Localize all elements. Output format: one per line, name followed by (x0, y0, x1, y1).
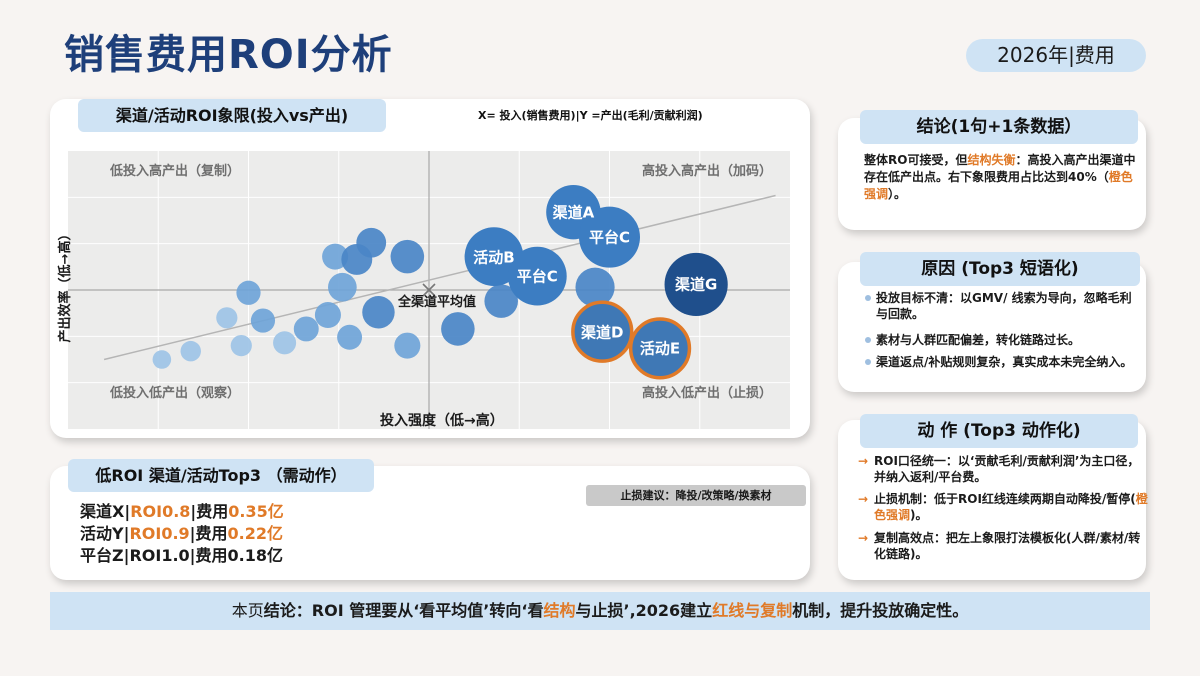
action-text: 止损机制：低于ROI红线连续两期自动降投/暂停( (874, 492, 1136, 506)
data-bubble (441, 312, 475, 346)
data-bubble (152, 350, 172, 369)
year-badge: 2026年|费用 (966, 39, 1146, 72)
action-text: )。 (910, 508, 928, 522)
low-roi-row: 活动Y|ROI0.9|费用0.22亿 (80, 520, 283, 544)
row-fee-label: |费用 (189, 546, 228, 565)
bullet-dot-icon (865, 337, 871, 343)
row-fee-label: |费用 (190, 502, 229, 521)
row-roi: ROI0.9 (129, 524, 190, 543)
action-text: ROI口径统一：以‘贡献毛利/贡献利润’为主口径，并纳入返利/平台费。 (874, 454, 1140, 484)
bubble-label: 活动E (639, 339, 681, 358)
low-roi-row: 渠道X|ROI0.8|费用0.35亿 (80, 498, 284, 522)
data-bubble (394, 332, 421, 359)
data-bubble (250, 308, 276, 333)
data-bubble (575, 267, 615, 307)
action-highlight: 橙色强调 (874, 492, 1148, 522)
reason-item: 投放目标不清：以GMV/ 线索为导向，忽略毛利与回款。 (864, 290, 1140, 322)
action-item: → ROI口径统一：以‘贡献毛利/贡献利润’为主口径，并纳入返利/平台费。 (858, 453, 1148, 485)
data-bubble (356, 227, 387, 258)
quadrant-label-top-right: 高投入高产出（加码） (642, 164, 773, 179)
data-bubble (180, 340, 201, 362)
footer-prefix: 本页 (231, 601, 264, 620)
row-name: 渠道X| (80, 502, 131, 521)
data-bubble (293, 316, 319, 342)
data-bubble (236, 280, 261, 305)
chart-section-tag: 渠道/活动ROI象限(投入vs产出) (78, 99, 386, 132)
bubble-label: 平台C (588, 228, 631, 247)
row-name: 活动Y| (80, 524, 130, 543)
actions-tag: 动 作 (Top3 动作化) (860, 414, 1138, 448)
arrow-right-icon: → (858, 531, 869, 545)
reason-text: 素材与人群匹配偏差，转化链路过长。 (876, 333, 1081, 347)
axis-note: X= 投入(销售费用)|Y =产出(毛利/贡献利润) (478, 109, 703, 122)
data-bubble (328, 272, 357, 302)
conclusion-text-part: ：高投入高产出渠道中存在低产出点。右下象限费用占比达到40%（ (864, 153, 1136, 184)
x-axis-label: 投入强度（低→高） (380, 413, 504, 429)
data-bubble (390, 239, 425, 274)
bullet-dot-icon (865, 295, 871, 301)
footer-highlight: 红线与复制 (712, 601, 793, 620)
highlight-bubble (571, 300, 634, 363)
action-item: → 复制高效点：把左上象限打法模板化(人群/素材/转化链路)。 (858, 530, 1148, 562)
labeled-bubble (664, 252, 728, 317)
row-name: 平台Z| (80, 546, 130, 565)
conclusion-text-part: ）。 (888, 187, 907, 201)
bullet-dot-icon (865, 359, 871, 365)
low-roi-row: 平台Z|ROI1.0|费用0.18亿 (80, 542, 283, 566)
highlight-bubble (628, 317, 692, 380)
conclusion-text-part: 整体RO可接受，但 (864, 153, 968, 167)
footer-text: 结论：ROI 管理要从‘看平均值’转向‘看 (263, 601, 544, 620)
low-roi-tag: 低ROI 渠道/活动Top3 （需动作） (68, 459, 374, 492)
average-marker-icon (422, 283, 436, 297)
labeled-bubble (579, 206, 640, 268)
arrow-right-icon: → (858, 454, 869, 468)
row-fee: 0.35亿 (228, 502, 284, 521)
data-bubble (230, 335, 252, 357)
row-fee-label: |费用 (189, 524, 228, 543)
data-bubble (322, 243, 349, 270)
footer-summary: 本页结论：ROI 管理要从‘看平均值’转向‘看结构与止损’,2026建立红线与复… (50, 592, 1150, 630)
row-fee: 0.18亿 (227, 546, 284, 565)
reason-item: 素材与人群匹配偏差，转化链路过长。 (864, 332, 1140, 348)
roi-quadrant-chart (68, 151, 790, 429)
row-fee: 0.22亿 (227, 524, 283, 543)
bubble-label: 平台C (516, 267, 558, 286)
footer-text: 与止损’,2026建立 (575, 601, 713, 620)
conclusion-tag: 结论(1句+1条数据） (860, 110, 1138, 144)
bubble-label: 渠道D (581, 323, 624, 342)
y-axis-label: 产出效率（低→高） (58, 227, 73, 343)
row-roi: ROI0.8 (130, 502, 191, 521)
labeled-bubble (507, 246, 567, 306)
arrow-right-icon: → (858, 492, 869, 506)
bubble-label: 渠道G (674, 275, 718, 294)
conclusion-text: 整体RO可接受，但结构失衡：高投入高产出渠道中存在低产出点。右下象限费用占比达到… (864, 152, 1138, 203)
data-bubble (484, 284, 518, 318)
quadrant-label-bottom-right: 高投入低产出（止损） (642, 386, 773, 401)
data-bubble (314, 301, 341, 329)
page-title: 销售费用ROI分析 (64, 32, 393, 78)
reason-item: 渠道返点/补贴规则复杂，真实成本未完全纳入。 (864, 354, 1140, 370)
reasons-tag: 原因 (Top3 短语化) (860, 252, 1140, 286)
action-text: 复制高效点：把左上象限打法模板化(人群/素材/转化链路)。 (874, 531, 1141, 561)
average-label: 全渠道平均值 (398, 295, 477, 310)
quadrant-label-bottom-left: 低投入低产出（观察） (110, 386, 241, 401)
row-roi: ROI1.0 (129, 546, 190, 565)
quadrant-label-top-left: 低投入高产出（复制） (110, 164, 241, 179)
footer-highlight: 结构 (543, 601, 576, 620)
data-bubble (337, 324, 363, 350)
data-bubble (273, 331, 297, 355)
data-bubble (362, 296, 395, 329)
conclusion-highlight: 橙色强调 (864, 170, 1133, 201)
bubble-label: 渠道A (552, 203, 595, 222)
trend-line (103, 194, 776, 361)
reason-text: 投放目标不清：以GMV/ 线索为导向，忽略毛利与回款。 (876, 291, 1132, 321)
conclusion-highlight: 结构失衡 (967, 153, 1016, 167)
bubble-label: 活动B (473, 248, 515, 267)
footer-text: 机制，提升投放确定性。 (792, 601, 969, 620)
data-bubble (216, 307, 238, 329)
stop-advice-badge: 止损建议：降投/改策略/换素材 (586, 485, 806, 506)
reason-text: 渠道返点/补贴规则复杂，真实成本未完全纳入。 (876, 355, 1133, 369)
action-item: → 止损机制：低于ROI红线连续两期自动降投/暂停(橙色强调)。 (858, 491, 1148, 523)
